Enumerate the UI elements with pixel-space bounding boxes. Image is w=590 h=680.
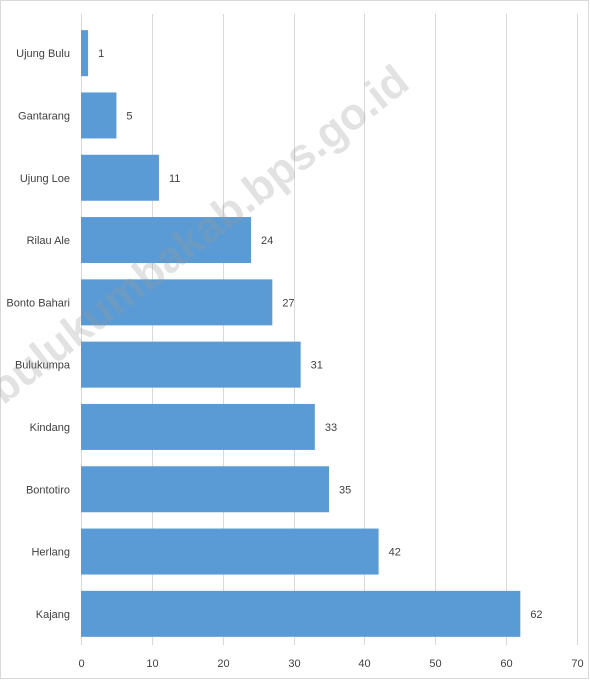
bar-9 [81, 590, 521, 637]
x-tick-label: 60 [500, 658, 512, 670]
bar-0 [81, 30, 89, 77]
data-label: 5 [126, 110, 132, 122]
category-label: Kajang [36, 609, 70, 621]
data-label: 27 [282, 297, 294, 309]
data-label: 33 [325, 422, 337, 434]
x-tick-label: 50 [429, 658, 441, 670]
category-label: Bonto Bahari [6, 297, 70, 309]
data-label: 24 [261, 235, 273, 247]
bar-6 [81, 403, 315, 450]
data-label: 11 [169, 173, 180, 185]
x-tick-label: 30 [288, 658, 300, 670]
bar-5 [81, 341, 301, 388]
x-tick-label: 20 [217, 658, 229, 670]
data-label: 62 [530, 609, 542, 621]
category-label: Ujung Loe [20, 173, 70, 185]
x-tick-label: 40 [358, 658, 370, 670]
data-label: 42 [389, 547, 401, 559]
bar-8 [81, 528, 379, 575]
bar-2 [81, 154, 159, 201]
category-label: Bontotiro [26, 484, 70, 496]
data-label: 31 [311, 360, 323, 372]
category-label: Gantarang [18, 110, 70, 122]
x-tick-label: 0 [78, 658, 84, 670]
bar-4 [81, 279, 273, 326]
category-label: Kindang [30, 422, 70, 434]
x-tick-label: 70 [571, 658, 583, 670]
x-tick-label: 10 [146, 658, 158, 670]
bar-3 [81, 217, 252, 264]
category-label: Herlang [31, 547, 70, 559]
category-label: Ujung Bulu [16, 48, 70, 60]
category-label: Bulukumpa [15, 360, 71, 372]
data-label: 1 [98, 48, 104, 60]
bar-7 [81, 466, 329, 513]
bar-1 [81, 92, 117, 139]
category-label: Rilau Ale [27, 235, 70, 247]
data-label: 35 [339, 484, 351, 496]
